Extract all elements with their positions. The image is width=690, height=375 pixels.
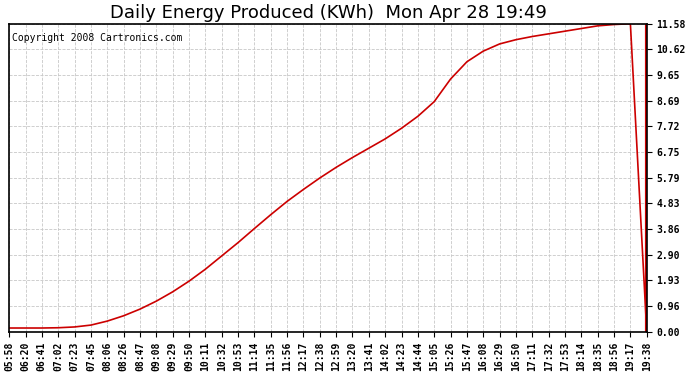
Text: Copyright 2008 Cartronics.com: Copyright 2008 Cartronics.com (12, 33, 183, 43)
Title: Daily Energy Produced (KWh)  Mon Apr 28 19:49: Daily Energy Produced (KWh) Mon Apr 28 1… (110, 4, 546, 22)
